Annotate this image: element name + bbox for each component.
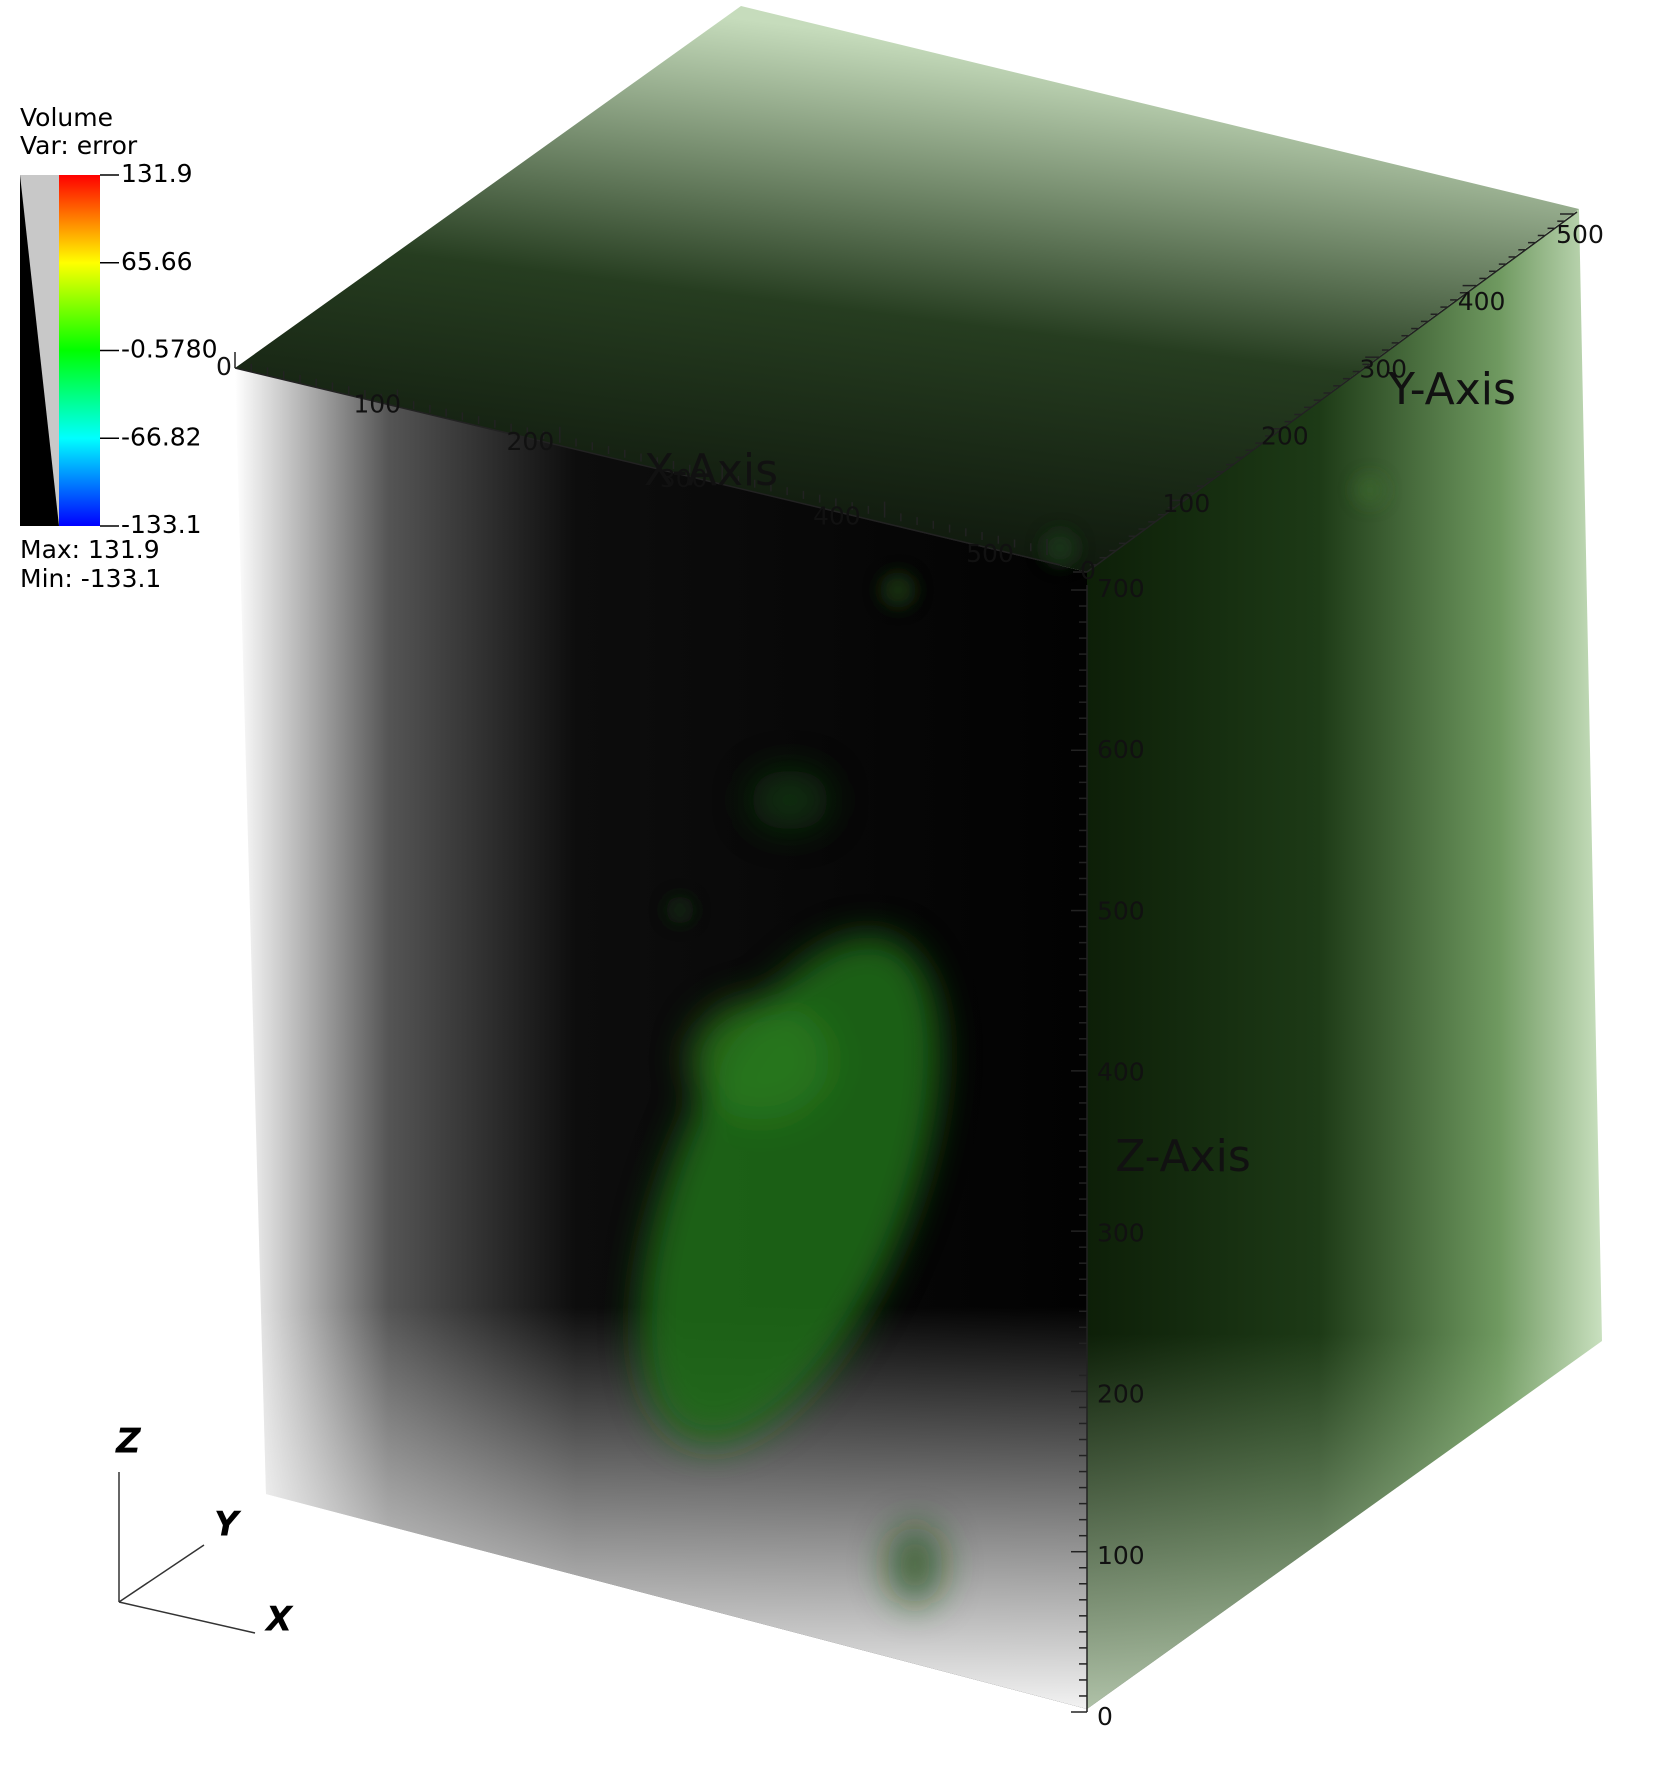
y-tick-label: 0	[1080, 556, 1096, 585]
volume-speckle	[666, 475, 1385, 924]
volume-feature	[639, 770, 943, 1605]
legend-variable: Var: error	[20, 131, 138, 160]
axes	[234, 211, 1578, 1713]
z-tick-label: 400	[1097, 1057, 1145, 1086]
legend-max: Max: 131.9	[20, 535, 160, 564]
top-face	[235, 6, 1579, 572]
z-tick-label: 300	[1097, 1219, 1145, 1248]
x-tick-label: 500	[966, 539, 1014, 568]
triad-z-label: Z	[115, 1422, 142, 1462]
z-tick-label: 200	[1097, 1380, 1145, 1409]
triad: Z Y X	[115, 1422, 294, 1640]
y-axis-title: Y-Axis	[1387, 364, 1516, 415]
triad-x	[118, 1601, 256, 1634]
triad-y	[118, 1544, 205, 1603]
triad-y-label: Y	[214, 1505, 242, 1545]
y-tick-label: 500	[1556, 220, 1604, 249]
y-tick-label: 400	[1458, 287, 1506, 316]
legend-tick-label: -0.5780	[121, 335, 218, 364]
x-tick-label: 0	[216, 352, 232, 381]
opacity-ramp	[20, 175, 59, 526]
z-tick-label: 100	[1097, 1541, 1145, 1570]
legend-title: Volume	[20, 103, 113, 132]
front-face-fade	[235, 368, 1087, 1709]
legend-tick-label: 131.9	[121, 159, 193, 188]
color-bar	[59, 175, 100, 526]
legend: Volume Var: error 131.9 65.66 -0.5780 -66.8…	[20, 103, 218, 593]
y-tick-label: 100	[1163, 489, 1211, 518]
x-axis-title: X-Axis	[644, 445, 778, 496]
x-axis-line	[234, 367, 1061, 566]
x-tick-label: 100	[353, 389, 401, 418]
x-tick-label: 400	[813, 502, 861, 531]
volume-cube	[235, 6, 1602, 1709]
z-tick-label: 0	[1097, 1702, 1113, 1731]
y-tick-label: 200	[1261, 422, 1309, 451]
legend-tick-label: -133.1	[121, 510, 202, 539]
x-tick-label: 300	[660, 464, 708, 493]
x-tick-label: 200	[507, 427, 555, 456]
legend-min: Min: -133.1	[20, 564, 161, 593]
triad-x-label: X	[264, 1600, 294, 1640]
legend-ticks: 131.9 65.66 -0.5780 -66.82 -133.1	[100, 159, 218, 539]
legend-tick-label: 65.66	[121, 247, 193, 276]
z-axis-title: Z-Axis	[1115, 1131, 1251, 1182]
axis-labels: 0 100 200 300 400 500 0 100 200 300 400 500 0 100 200 3…	[216, 220, 1604, 1731]
side-face-fade	[1087, 209, 1602, 1709]
y-tick-label: 300	[1359, 354, 1407, 383]
z-tick-label: 500	[1097, 896, 1145, 925]
legend-tick-label: -66.82	[121, 422, 202, 451]
z-tick-label: 600	[1097, 735, 1145, 764]
z-tick-label: 700	[1097, 574, 1145, 603]
